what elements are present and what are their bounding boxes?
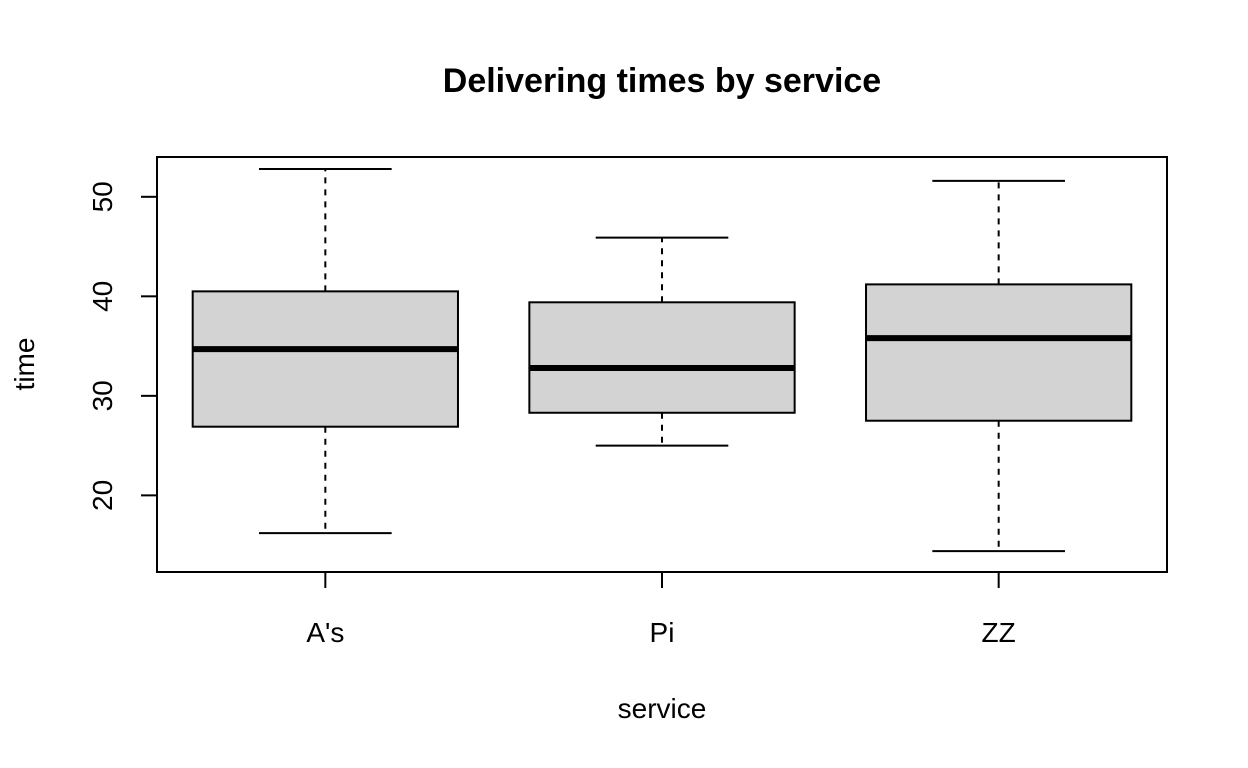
iqr-box: [528, 301, 796, 414]
y-tick-label: 40: [87, 281, 118, 312]
y-tick-label: 50: [87, 181, 118, 212]
y-tick-label: 30: [87, 380, 118, 411]
iqr-box: [191, 290, 459, 428]
iqr-box: [865, 283, 1133, 422]
x-tick-label: Pi: [650, 617, 675, 648]
x-axis: A's Pi ZZ: [306, 571, 1016, 648]
x-axis-label: service: [618, 693, 707, 724]
y-tick-label: 20: [87, 480, 118, 511]
x-tick-label: ZZ: [982, 617, 1016, 648]
box-group: [865, 179, 1133, 553]
box-group: [191, 167, 459, 535]
box-group: [528, 236, 796, 447]
chart-title: Delivering times by service: [443, 62, 881, 100]
y-axis: 20 30 40 50: [87, 181, 158, 511]
boxes-layer: [191, 167, 1133, 553]
y-axis-label: time: [9, 338, 40, 391]
x-tick-label: A's: [306, 617, 344, 648]
